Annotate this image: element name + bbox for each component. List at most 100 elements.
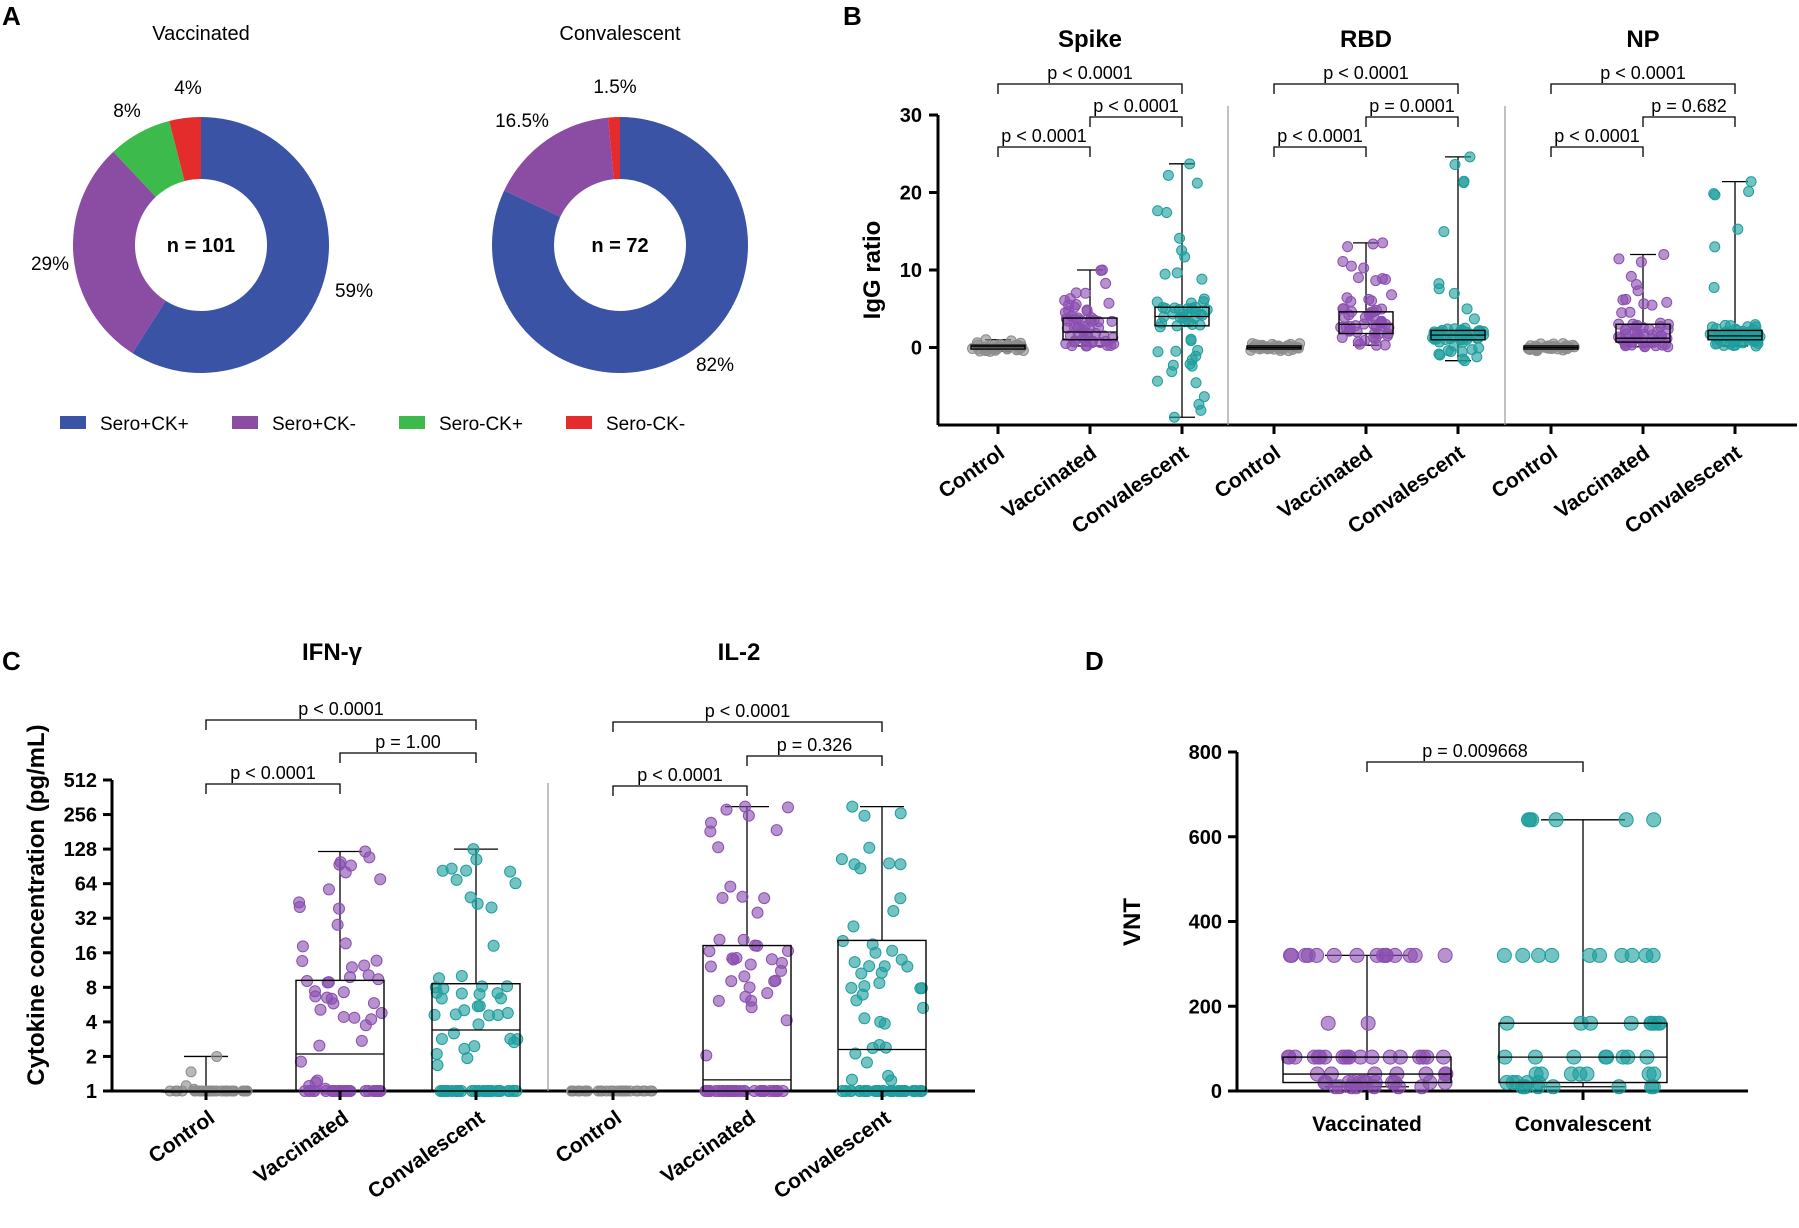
data-point	[359, 1019, 372, 1032]
data-point	[1379, 273, 1391, 285]
data-point	[355, 1034, 368, 1047]
data-point	[447, 1027, 460, 1040]
data-point	[1359, 335, 1371, 347]
data-point	[1414, 1079, 1430, 1095]
data-point	[703, 945, 716, 958]
data-point	[855, 967, 868, 980]
box-control	[566, 1085, 658, 1097]
data-point	[1100, 277, 1112, 289]
bracket-line	[612, 785, 748, 796]
data-point	[471, 897, 484, 910]
p-value-label: p < 0.0001	[230, 763, 316, 783]
p-value-label: p = 0.326	[777, 735, 853, 755]
legend-item: Sero-CK-	[566, 414, 685, 435]
data-point	[1533, 1066, 1549, 1082]
box-iqr	[1615, 323, 1671, 343]
data-point	[1343, 325, 1355, 337]
data-point	[476, 980, 489, 993]
data-point	[430, 1047, 443, 1060]
data-point	[1544, 947, 1560, 963]
panel-c: C 1 2 4 8 16 32 64 128 256 512 Cytokine concentrati…	[2, 639, 975, 1203]
bracket-line	[1642, 116, 1736, 127]
box-control	[161, 1050, 253, 1097]
data-point	[470, 853, 483, 866]
data-point	[1342, 241, 1354, 253]
data-point	[359, 845, 372, 858]
data-point	[1358, 262, 1370, 274]
significance-bracket: p < 0.0001	[1273, 63, 1459, 94]
data-point	[1708, 281, 1720, 293]
data-point	[1732, 223, 1744, 235]
data-point	[1159, 268, 1171, 280]
data-point	[1151, 375, 1163, 387]
data-point	[455, 987, 468, 1000]
data-point	[313, 1039, 326, 1052]
data-point	[211, 1050, 223, 1062]
data-point	[1345, 260, 1357, 272]
data-point	[1088, 314, 1100, 326]
panel-label-a: A	[2, 1, 21, 31]
data-point	[1644, 1079, 1660, 1095]
data-point	[845, 981, 858, 994]
data-point	[1328, 1079, 1344, 1095]
legend-label: Sero-CK-	[606, 414, 685, 435]
data-point	[1176, 244, 1188, 256]
data-point	[886, 944, 899, 957]
data-point	[1167, 359, 1179, 371]
data-point	[1468, 313, 1480, 325]
data-point	[1320, 1015, 1336, 1031]
bracket-line	[612, 721, 883, 732]
data-point	[504, 865, 517, 878]
data-point	[716, 891, 729, 904]
legend-item: Sero+CK+	[60, 414, 189, 435]
data-point	[761, 987, 774, 1000]
significance-bracket: p < 0.0001	[205, 763, 341, 794]
data-point	[321, 976, 334, 989]
data-point	[704, 825, 717, 838]
data-point	[1063, 299, 1075, 311]
data-point	[344, 859, 357, 872]
box-iqr	[1062, 317, 1118, 341]
legend-swatch	[566, 416, 592, 429]
data-point	[712, 841, 725, 854]
data-point	[431, 1059, 444, 1072]
data-point	[345, 961, 358, 974]
box-convalescent	[835, 800, 930, 1097]
data-point	[1341, 292, 1353, 304]
bracket-line	[746, 755, 883, 766]
legend-item: Sero-CK+	[399, 414, 523, 435]
group-title: IFN-γ	[302, 639, 363, 666]
p-value-label: p = 1.00	[375, 732, 441, 752]
group-title: Spike	[1058, 26, 1122, 53]
significance-bracket: p < 0.0001	[612, 701, 883, 732]
y-tick-label: 800	[1189, 742, 1222, 764]
data-point	[1643, 323, 1655, 335]
data-point	[863, 960, 876, 973]
data-point	[1618, 335, 1630, 347]
data-point	[445, 862, 458, 875]
data-point	[882, 1069, 895, 1082]
data-point	[1442, 345, 1454, 357]
data-point	[768, 975, 781, 988]
box-iqr	[295, 979, 385, 1092]
data-point	[294, 1055, 307, 1068]
data-point	[1433, 283, 1445, 295]
data-point	[1100, 335, 1112, 347]
data-point	[1066, 340, 1078, 352]
bracket-line	[1366, 761, 1584, 772]
data-point	[1196, 273, 1208, 285]
data-point	[847, 920, 860, 933]
y-tick-label: 0	[911, 338, 922, 360]
data-point	[724, 880, 737, 893]
box-control	[1522, 338, 1580, 357]
significance-bracket: p < 0.0001	[1550, 126, 1644, 157]
data-point	[1635, 256, 1647, 268]
data-point	[1618, 812, 1634, 828]
data-point	[1458, 177, 1470, 189]
y-tick-label: 128	[64, 839, 97, 861]
data-point	[1572, 1066, 1588, 1082]
pie-percent-label: 82%	[696, 355, 734, 376]
data-point	[308, 985, 321, 998]
data-point	[1103, 297, 1115, 309]
